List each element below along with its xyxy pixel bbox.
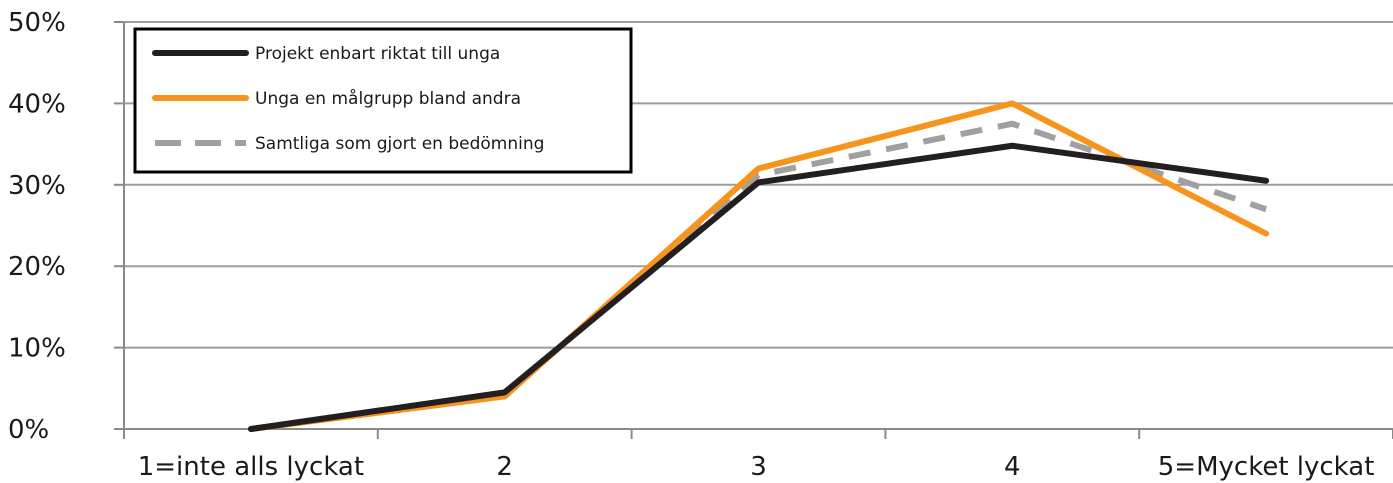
x-tick-label: 3 (750, 452, 767, 482)
y-tick-label: 10% (8, 334, 66, 364)
legend: Projekt enbart riktat till unga Unga en m… (133, 27, 633, 174)
legend-label: Projekt enbart riktat till unga (255, 44, 500, 64)
y-tick-label: 0% (8, 415, 49, 445)
legend-label: Unga en målgrupp bland andra (255, 88, 521, 109)
x-tick-label: 5=Mycket lyckat (1158, 452, 1375, 482)
y-tick-label: 20% (8, 252, 66, 282)
y-tick-label: 50% (8, 8, 66, 38)
x-tick-label: 2 (496, 452, 513, 482)
y-tick-labels: 0% 10% 20% 30% 40% 50% (8, 8, 66, 445)
series-lines (247, 100, 1270, 432)
x-tick-label: 1=inte alls lyckat (138, 452, 364, 482)
axes (123, 22, 1393, 430)
x-tick-label: 4 (1004, 452, 1021, 482)
y-tick-label: 40% (8, 89, 66, 119)
legend-label: Samtliga som gjort en bedömning (255, 134, 544, 154)
series-line (247, 142, 1270, 432)
y-tick-label: 30% (8, 171, 66, 201)
x-tick-labels: 1=inte alls lyckat 2 3 4 5=Mycket lyckat (123, 429, 1393, 482)
